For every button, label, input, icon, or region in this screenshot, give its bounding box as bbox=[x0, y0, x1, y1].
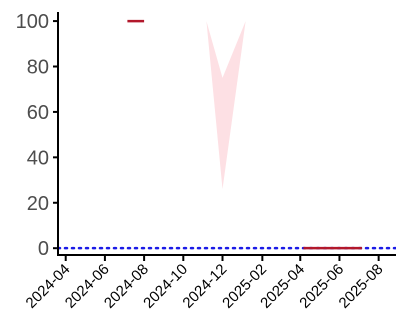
x-axis-ticks: 2024-042024-062024-082024-102024-122025-… bbox=[23, 255, 387, 312]
x-tick-label: 2025-08 bbox=[336, 261, 387, 312]
y-tick-label: 40 bbox=[27, 147, 49, 169]
y-tick-label: 60 bbox=[27, 102, 49, 124]
plot-area bbox=[56, 19, 396, 250]
y-tick-label: 100 bbox=[16, 11, 49, 33]
y-axis-ticks: 0 20 40 60 80 100 bbox=[16, 11, 58, 260]
confidence-band-0 bbox=[206, 21, 246, 190]
y-tick-label: 80 bbox=[27, 57, 49, 79]
y-tick-label: 0 bbox=[38, 238, 49, 260]
y-tick-label: 20 bbox=[27, 193, 49, 215]
